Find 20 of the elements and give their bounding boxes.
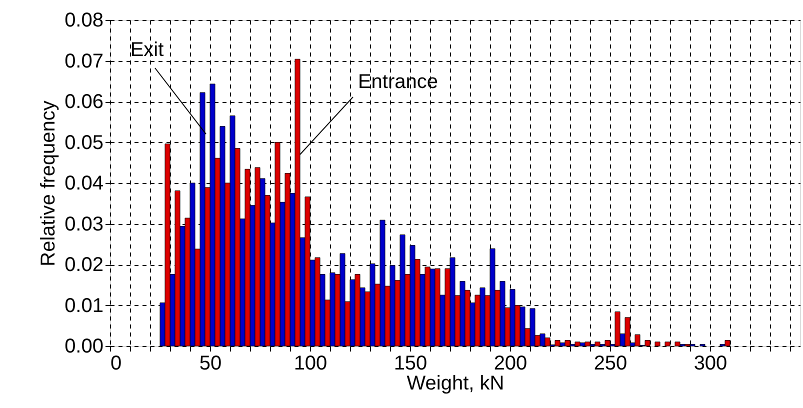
y-tick-label: 0.02 <box>64 254 104 276</box>
annotation: Exit <box>130 39 164 61</box>
y-tick-label: 0.06 <box>64 91 104 113</box>
x-tick-label: 100 <box>294 352 328 374</box>
x-tick-label: 150 <box>394 352 428 374</box>
x-tick-label: 200 <box>494 352 528 374</box>
x-axis-title: Weight, kN <box>406 372 504 394</box>
annotation: Entrance <box>358 71 438 93</box>
y-tick-label: 0.03 <box>64 213 104 236</box>
y-tick-label: 0.01 <box>64 294 104 317</box>
y-tick-label: 0.07 <box>64 50 104 72</box>
x-tick-label: 50 <box>199 352 222 374</box>
y-tick-label: 0.04 <box>64 172 104 194</box>
x-tick-label: 0 <box>110 352 122 374</box>
y-tick-label: 0.05 <box>64 132 104 154</box>
y-tick-label: 0.00 <box>64 336 104 358</box>
x-tick-label: 250 <box>594 352 628 374</box>
x-tick-label: 300 <box>694 352 728 374</box>
y-axis-title: Relative frequency <box>38 100 60 266</box>
y-tick-label: 0.08 <box>64 10 104 32</box>
